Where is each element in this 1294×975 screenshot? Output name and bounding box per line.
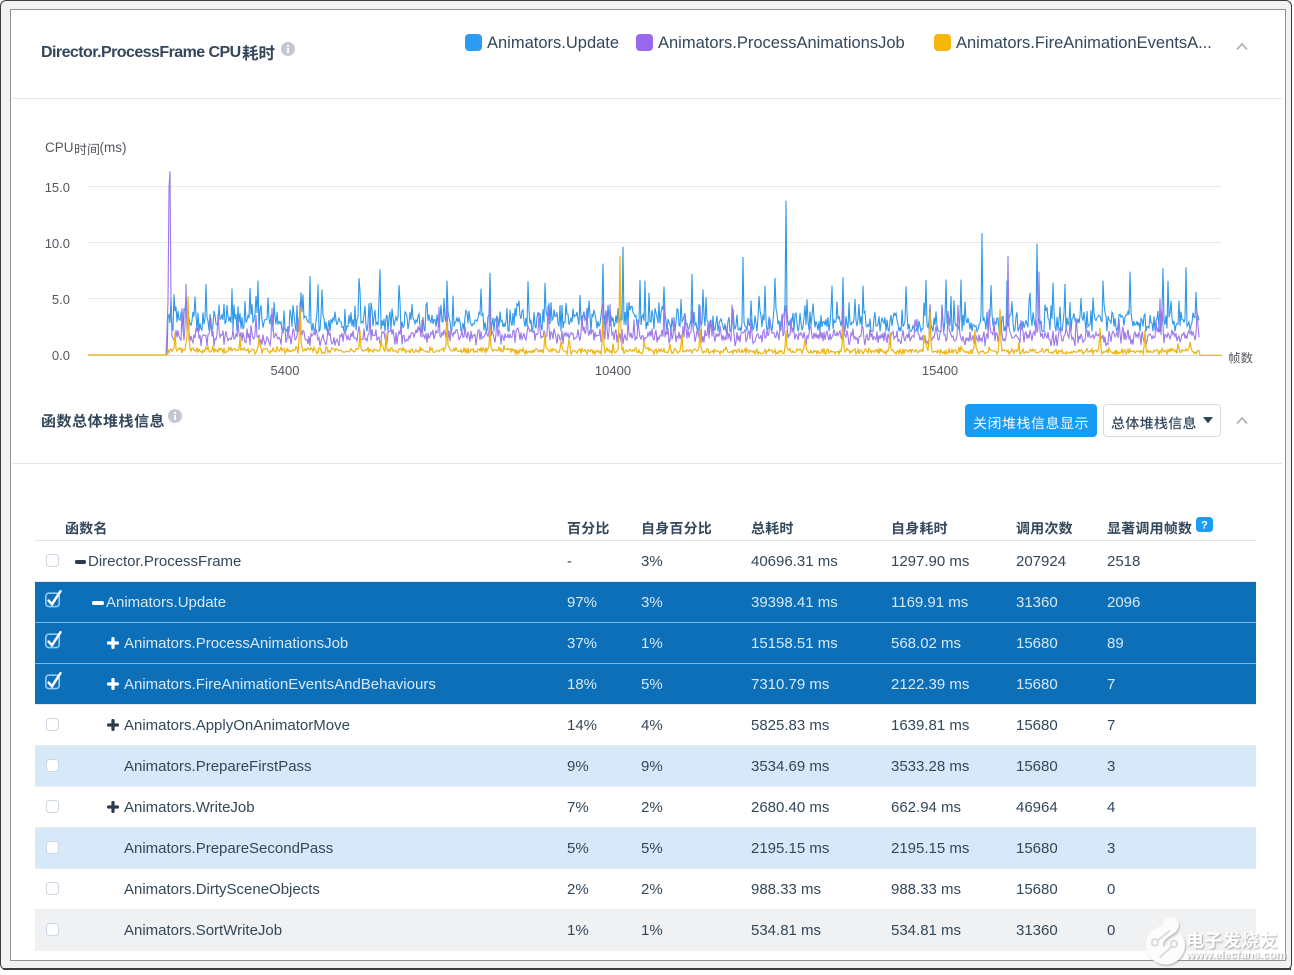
svg-text:?: ? <box>1201 520 1208 532</box>
